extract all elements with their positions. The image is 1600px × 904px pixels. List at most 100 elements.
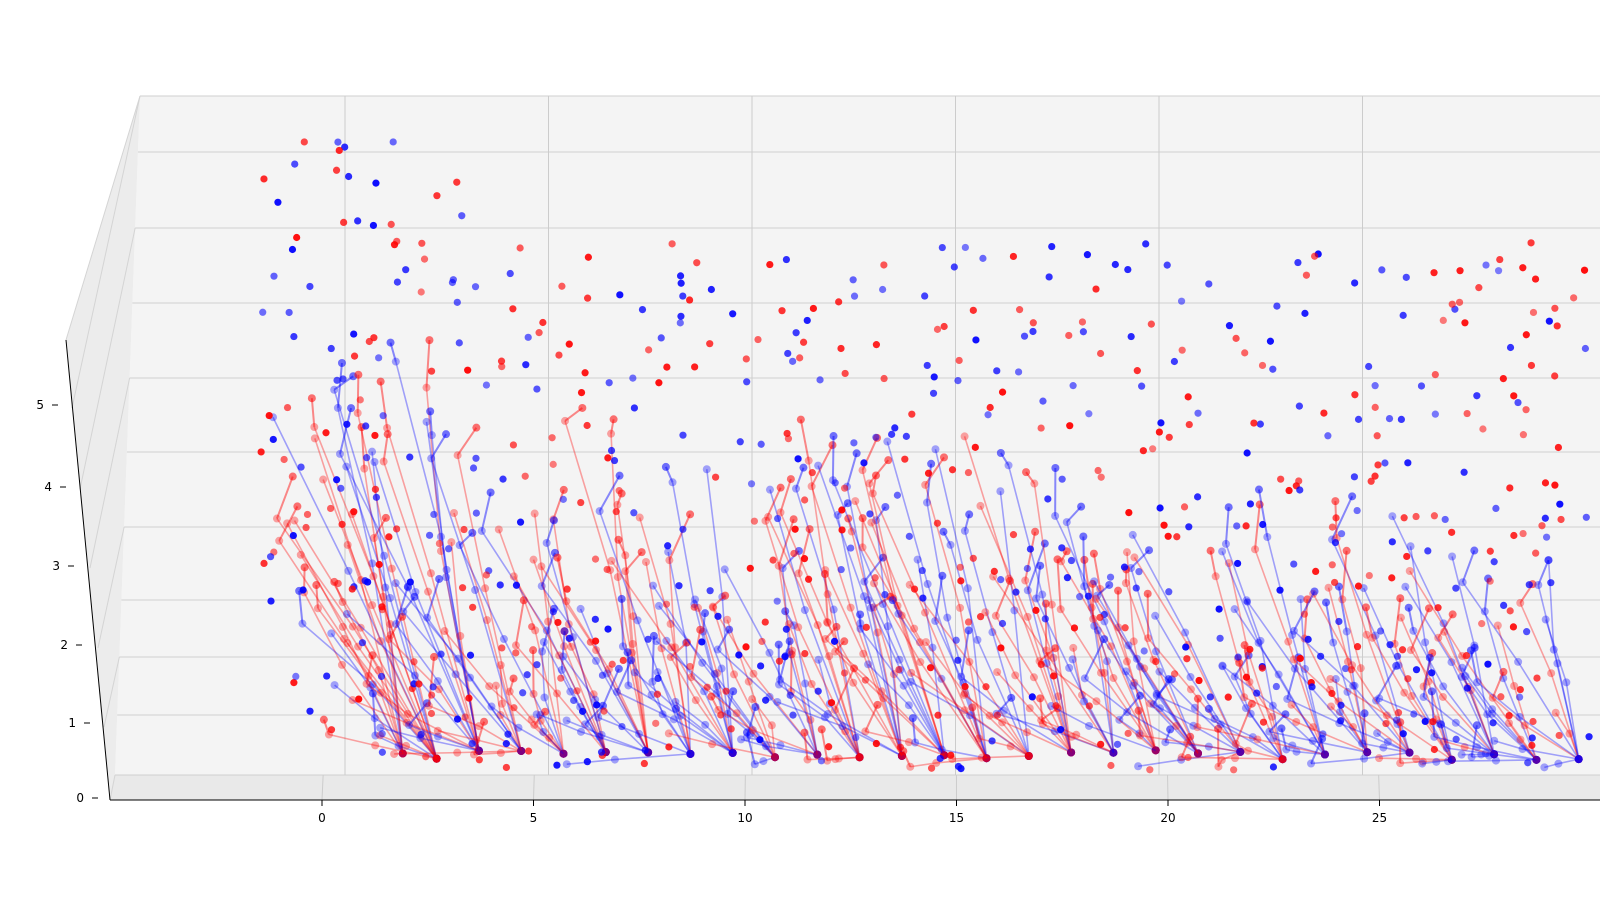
trajectory-point: [864, 660, 872, 668]
scatter-point: [436, 540, 443, 547]
trajectory-point: [1006, 577, 1014, 585]
scatter-point: [454, 299, 461, 306]
scatter-point: [1551, 305, 1558, 312]
scatter-point: [934, 520, 941, 527]
trajectory-point: [390, 750, 398, 758]
scatter-point: [1510, 532, 1517, 539]
scatter-point: [1234, 560, 1241, 567]
trajectory-point: [801, 606, 809, 614]
scatter-point: [911, 585, 918, 592]
scatter-point: [1085, 593, 1092, 600]
trajectory-point: [1026, 704, 1034, 712]
z-tick-label: 4: [44, 480, 52, 494]
scatter-point: [1335, 618, 1342, 625]
trajectory-point: [577, 728, 585, 736]
x-tick-label: 5: [530, 811, 538, 825]
scatter-point: [458, 212, 465, 219]
trajectory-point: [909, 714, 917, 722]
trajectory-point: [1406, 567, 1414, 575]
scatter-point: [359, 639, 366, 646]
trajectory-point: [880, 694, 888, 702]
scatter-point: [1372, 382, 1379, 389]
scatter-point: [977, 613, 984, 620]
trajectory-point: [1218, 547, 1226, 555]
trajectory-point: [1428, 687, 1436, 695]
scatter-point: [873, 341, 880, 348]
trajectory-point: [1326, 675, 1334, 683]
trajectory-point: [344, 541, 352, 549]
trajectory-point: [1383, 711, 1391, 719]
trajectory-point: [938, 746, 946, 754]
scatter-point: [584, 295, 591, 302]
scatter-point: [533, 661, 540, 668]
trajectory-point: [1269, 702, 1277, 710]
trajectory-point: [387, 339, 395, 347]
scatter-point: [1319, 730, 1326, 737]
scatter-point: [1138, 383, 1145, 390]
scatter-point: [652, 720, 659, 727]
trajectory-point: [1011, 671, 1019, 679]
scatter-point: [881, 591, 888, 598]
scatter-point: [483, 381, 490, 388]
scatter-point: [965, 469, 972, 476]
scatter-point: [785, 435, 792, 442]
scatter-point: [476, 756, 483, 763]
trajectory-point: [1218, 662, 1226, 670]
trajectory-point: [830, 432, 838, 440]
scatter-point: [566, 341, 573, 348]
trajectory-point: [1109, 674, 1117, 682]
scatter-point: [370, 334, 377, 341]
scatter-point: [498, 358, 505, 365]
trajectory-point: [667, 643, 675, 651]
scatter-point: [1010, 531, 1017, 538]
trajectory-point: [939, 528, 947, 536]
scatter-point: [1338, 530, 1345, 537]
scatter-point: [402, 266, 409, 273]
scatter-point: [1173, 533, 1180, 540]
scatter-point: [555, 351, 562, 358]
trajectory-point: [1022, 468, 1030, 476]
scatter-point: [1399, 646, 1406, 653]
trajectory-point: [853, 449, 861, 457]
trajectory-point: [1067, 748, 1075, 756]
scatter-point: [1244, 449, 1251, 456]
trajectory-point: [1514, 658, 1522, 666]
trajectory-point: [1279, 755, 1287, 763]
scatter-point: [891, 424, 898, 431]
trajectory-point: [430, 653, 438, 661]
trajectory-point: [1388, 512, 1396, 520]
scatter-point: [1453, 736, 1460, 743]
trajectory-point: [410, 593, 418, 601]
scatter-point: [584, 422, 591, 429]
trajectory-point: [370, 458, 378, 466]
scatter-point: [421, 256, 428, 263]
trajectory-point: [426, 407, 434, 415]
trajectory-point: [485, 682, 493, 690]
scatter-point: [1042, 615, 1049, 622]
trajectory-point: [1309, 737, 1317, 745]
scatter-point: [1024, 565, 1031, 572]
scatter-point: [999, 620, 1006, 627]
scatter-point: [1179, 347, 1186, 354]
trajectory-point: [1322, 598, 1330, 606]
trajectory-point: [510, 674, 518, 682]
scatter-point: [1404, 675, 1411, 682]
scatter-point: [665, 743, 672, 750]
scatter-point: [1430, 269, 1437, 276]
trajectory-point: [751, 703, 759, 711]
scatter-point: [872, 434, 879, 441]
trajectory-point: [1540, 763, 1548, 771]
trajectory-point: [425, 336, 433, 344]
trajectory-point: [631, 668, 639, 676]
scatter-point: [1259, 362, 1266, 369]
scatter-point: [379, 730, 386, 737]
scatter-point: [927, 664, 934, 671]
scatter-point: [415, 680, 422, 687]
scatter-point: [1277, 476, 1284, 483]
scatter-point: [1429, 718, 1436, 725]
scatter-point: [712, 474, 719, 481]
scatter-point: [1270, 763, 1277, 770]
scatter-point: [1395, 709, 1402, 716]
trajectory-point: [1292, 718, 1300, 726]
scatter-point: [1500, 375, 1507, 382]
